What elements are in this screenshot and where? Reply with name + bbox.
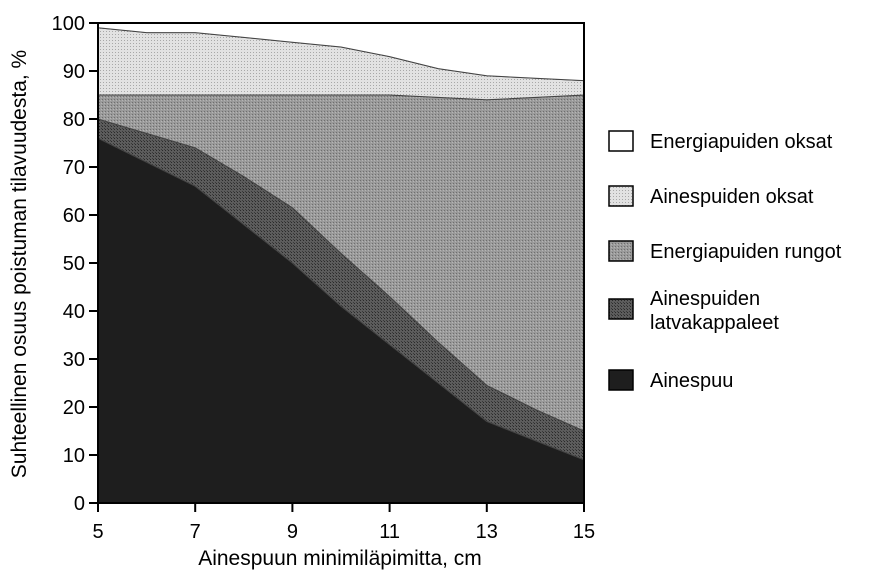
legend-label-ainespuiden-latvakappaleet: Ainespuiden latvakappaleet (650, 288, 779, 334)
y-tick-label: 50 (63, 253, 85, 275)
y-tick-label: 60 (63, 205, 85, 227)
x-tick-label: 7 (190, 521, 201, 543)
legend-label-ainespuu: Ainespuu (650, 370, 733, 392)
legend-swatch-ainespuiden-oksat (608, 185, 634, 207)
legend-swatch-ainespuu (608, 369, 634, 391)
y-tick-label: 80 (63, 109, 85, 131)
x-tick-label: 15 (573, 521, 595, 543)
y-tick-label: 30 (63, 349, 85, 371)
y-tick-label: 20 (63, 397, 85, 419)
x-tick-label: 9 (287, 521, 298, 543)
y-tick-label: 40 (63, 301, 85, 323)
legend-label-ainespuiden-oksat: Ainespuiden oksat (650, 186, 814, 208)
legend-label-energiapuiden-rungot: Energiapuiden rungot (650, 241, 842, 263)
y-tick-label: 100 (52, 13, 85, 35)
x-axis-title: Ainespuun minimiläpimitta, cm (198, 547, 482, 570)
series-areas (97, 22, 585, 504)
x-axis: 5 7 9 11 13 15 (92, 503, 595, 543)
legend: Energiapuiden oksat Ainespuiden oksat Ener… (608, 130, 842, 392)
y-tick-label: 0 (74, 493, 85, 515)
x-tick-label: 11 (379, 521, 400, 543)
legend-swatch-energiapuiden-rungot (608, 240, 634, 262)
x-tick-label: 5 (92, 521, 103, 543)
y-axis: 0 10 20 30 40 50 60 70 80 90 100 (52, 13, 98, 515)
legend-label-energiapuiden-oksat: Energiapuiden oksat (650, 131, 833, 153)
x-tick-label: 13 (476, 521, 498, 543)
y-axis-title: Suhteellinen osuus poistuman tilavuudest… (8, 50, 31, 478)
legend-swatch-energiapuiden-oksat (608, 130, 634, 152)
y-tick-label: 90 (63, 61, 85, 83)
y-tick-label: 70 (63, 157, 85, 179)
legend-swatch-ainespuiden-latvakappaleet (608, 298, 634, 320)
y-tick-label: 10 (63, 445, 85, 467)
